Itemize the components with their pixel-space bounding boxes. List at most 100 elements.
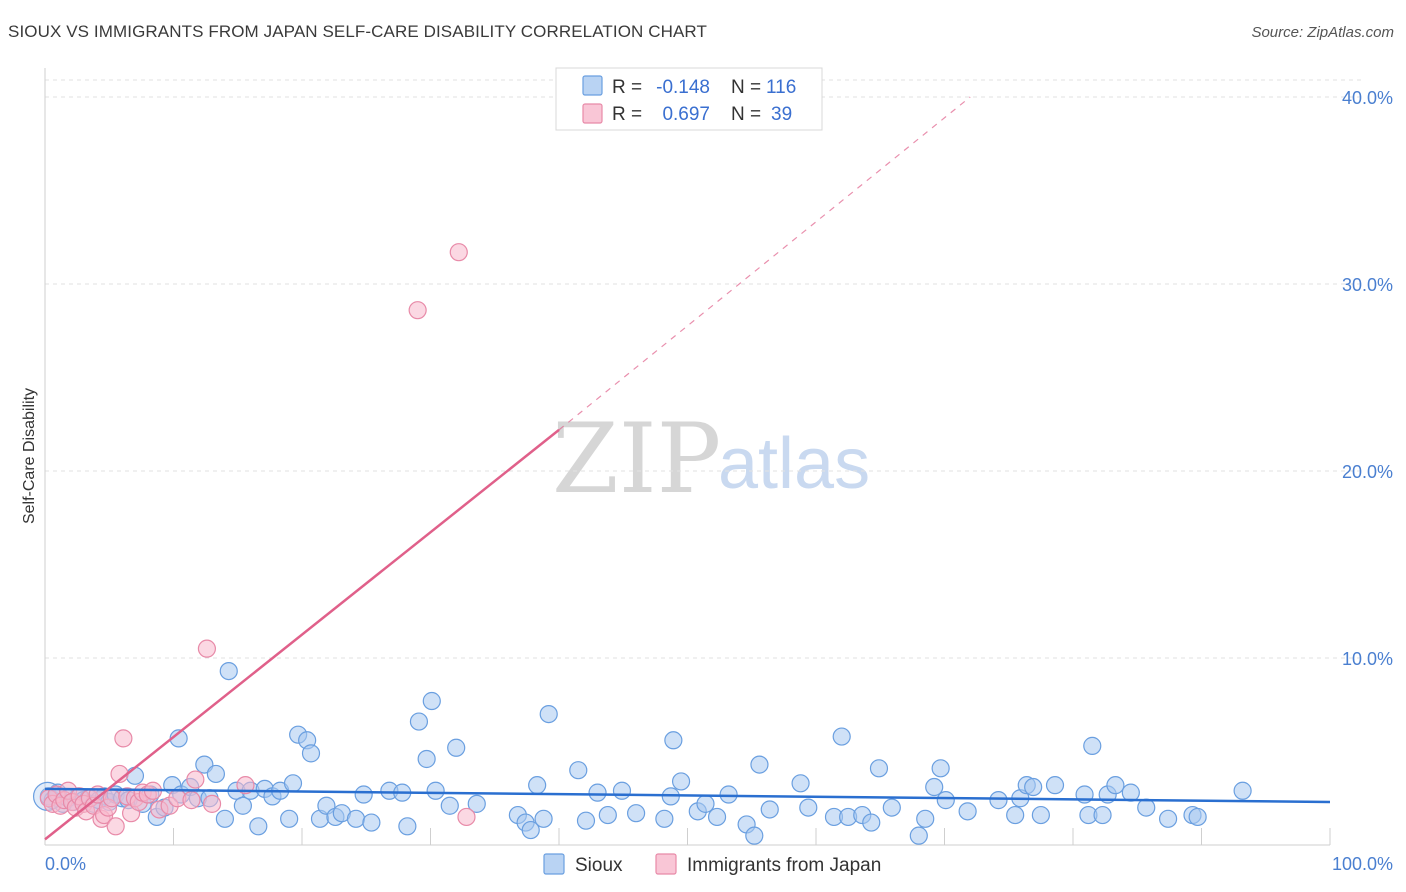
sioux-point-87 <box>832 727 851 746</box>
x-tick-label-left: 0.0% <box>45 854 86 874</box>
sioux-point-58 <box>447 738 466 757</box>
sioux-point-79 <box>719 785 738 804</box>
japan-point-20 <box>114 729 133 748</box>
sioux-point-109 <box>1093 805 1112 825</box>
y-tick-label-30: 30.0% <box>1342 275 1393 295</box>
watermark-zip: ZIP <box>552 403 721 515</box>
trend-lines <box>44 96 1331 841</box>
sioux-point-116 <box>1188 807 1207 827</box>
sioux-point-97 <box>936 791 955 810</box>
x-tick-label-right: 100.0% <box>1332 854 1393 874</box>
sioux-point-94 <box>916 809 935 828</box>
sioux-point-39 <box>283 774 303 793</box>
sioux-point-112 <box>1121 783 1140 802</box>
japan-point-18 <box>106 817 125 836</box>
sioux-point-81 <box>745 826 764 845</box>
sioux-point-67 <box>576 811 596 830</box>
japan-point-35 <box>236 776 255 795</box>
sioux-point-108 <box>1083 736 1102 755</box>
sioux-point-48 <box>354 785 373 804</box>
sioux-point-84 <box>791 774 810 793</box>
sioux-point-56 <box>426 781 445 800</box>
legend-swatch-sioux <box>543 853 565 875</box>
sioux-point-117 <box>1233 781 1252 800</box>
sioux-point-55 <box>422 691 441 711</box>
sioux-point-66 <box>569 761 588 780</box>
sioux-point-70 <box>612 781 632 800</box>
y-axis-title: Self-Care Disability <box>21 388 38 524</box>
sioux-point-83 <box>760 800 779 819</box>
japan-trend-line <box>44 428 560 841</box>
source-credit: Source: ZipAtlas.com <box>1251 24 1394 41</box>
sioux-point-29 <box>215 809 234 828</box>
sioux-point-62 <box>521 820 540 840</box>
legend-swatch-japan <box>655 853 677 875</box>
japan-point-37 <box>449 243 468 262</box>
sioux-point-75 <box>671 772 691 791</box>
sioux-point-78 <box>707 807 727 827</box>
sioux-point-92 <box>882 798 901 817</box>
stats-n-value-2: 39 <box>771 104 792 125</box>
series-japan-points <box>39 243 476 836</box>
japan-point-36 <box>408 301 427 320</box>
sioux-point-104 <box>1031 805 1050 825</box>
gridlines <box>45 79 1365 659</box>
sioux-point-69 <box>598 805 617 825</box>
watermark-atlas: atlas <box>718 424 870 504</box>
x-axis-ticks <box>44 828 1331 845</box>
sioux-point-90 <box>862 813 881 832</box>
sioux-point-91 <box>869 759 889 778</box>
sioux-point-85 <box>799 798 818 817</box>
sioux-point-103 <box>1024 777 1043 797</box>
sioux-point-42 <box>301 744 321 763</box>
sioux-point-34 <box>249 817 268 836</box>
stats-r-label-1: R = <box>612 77 642 98</box>
sioux-point-30 <box>219 661 238 681</box>
sioux-point-93 <box>909 826 928 845</box>
sioux-point-28 <box>206 764 226 784</box>
sioux-point-111 <box>1106 776 1125 795</box>
sioux-trend-line <box>44 787 1331 804</box>
sioux-point-49 <box>362 813 381 832</box>
sioux-point-98 <box>958 802 977 821</box>
sioux-point-114 <box>1158 809 1178 828</box>
japan-point-34 <box>202 794 222 813</box>
stats-n-label-2: N = <box>731 104 761 125</box>
sioux-point-74 <box>664 731 683 750</box>
stats-legend: R = -0.148 N = 116 R = 0.697 N = 39 <box>555 67 823 131</box>
legend-label-sioux: Sioux <box>575 855 623 876</box>
sioux-point-52 <box>398 817 417 836</box>
japan-point-31 <box>182 791 201 810</box>
stats-r-value-1: -0.148 <box>656 77 710 98</box>
sioux-point-57 <box>440 796 459 815</box>
sioux-point-16 <box>125 766 145 785</box>
sioux-point-65 <box>539 704 558 724</box>
sioux-point-71 <box>626 804 646 823</box>
stats-n-label-1: N = <box>731 77 761 98</box>
sioux-point-63 <box>528 776 547 795</box>
sioux-point-99 <box>989 791 1008 810</box>
series-legend: Sioux Immigrants from Japan <box>543 853 881 876</box>
y-tick-label-10: 10.0% <box>1342 649 1393 669</box>
y-tick-label-40: 40.0% <box>1342 88 1393 108</box>
sioux-point-53 <box>409 712 429 731</box>
stats-swatch-sioux <box>582 75 603 96</box>
sioux-point-64 <box>534 809 553 828</box>
stats-n-value-1: 116 <box>766 77 796 98</box>
stats-r-value-2: 0.697 <box>662 104 710 125</box>
sioux-point-95 <box>925 777 944 797</box>
series-sioux-points <box>32 661 1252 845</box>
japan-point-38 <box>457 807 476 827</box>
sioux-point-68 <box>588 783 607 802</box>
sioux-point-59 <box>467 794 486 813</box>
sioux-point-82 <box>750 755 769 774</box>
japan-point-33 <box>197 639 217 658</box>
sioux-point-105 <box>1045 776 1065 795</box>
y-tick-label-20: 20.0% <box>1342 462 1393 482</box>
sioux-point-47 <box>346 809 366 828</box>
chart-title: SIOUX VS IMMIGRANTS FROM JAPAN SELF-CARE… <box>8 22 707 41</box>
sioux-point-72 <box>655 809 674 828</box>
sioux-point-54 <box>417 749 436 769</box>
y-tick-labels: 10.0% 20.0% 30.0% 40.0% <box>1342 88 1393 669</box>
